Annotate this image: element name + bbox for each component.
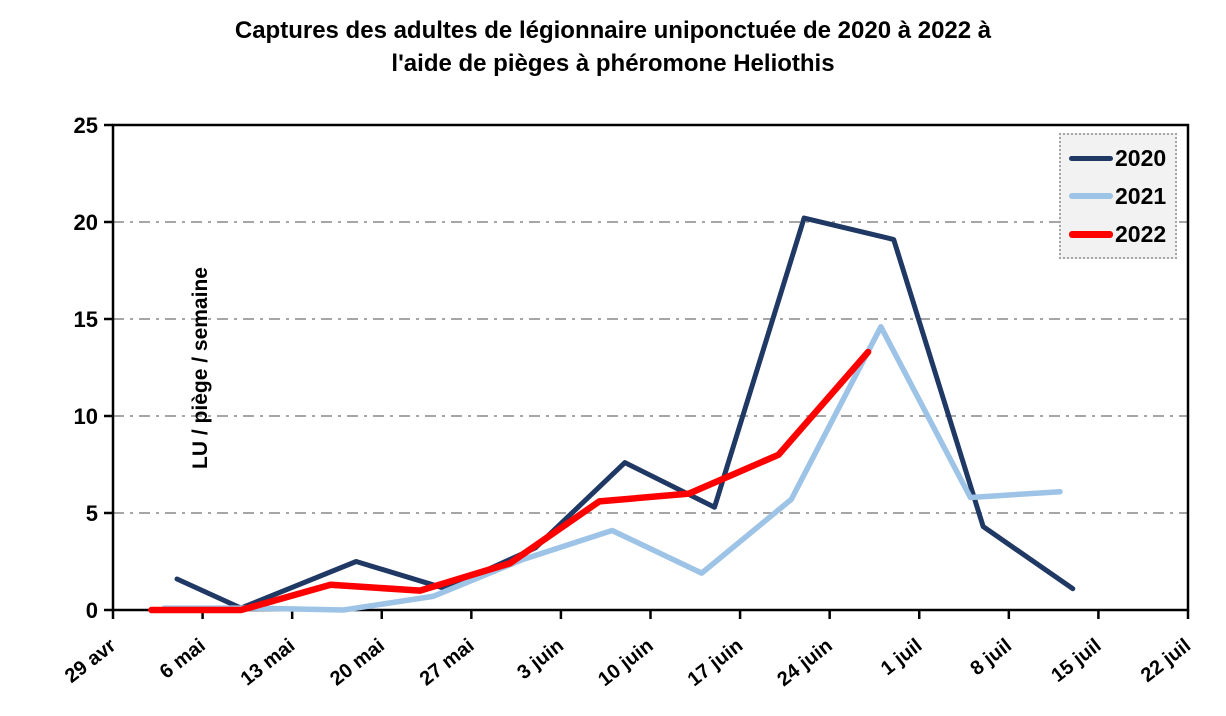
y-tick-label: 5 bbox=[86, 501, 98, 526]
x-tick-label: 13 mai bbox=[237, 635, 300, 691]
legend-swatch-2020 bbox=[1069, 155, 1113, 161]
y-tick-label: 20 bbox=[74, 210, 98, 235]
series-line-2020 bbox=[174, 215, 1076, 611]
chart-title: Captures des adultes de légionnaire unip… bbox=[0, 14, 1226, 80]
y-tick-label: 10 bbox=[74, 404, 98, 429]
legend-item-2022: 2022 bbox=[1069, 221, 1175, 248]
legend-swatch-2021 bbox=[1069, 193, 1113, 199]
plot-border bbox=[111, 123, 1190, 612]
x-axis: 29 avr 6 mai 13 mai 20 mai 27 mai 3 juin 10 ju… bbox=[61, 610, 1195, 691]
series-line-2022 bbox=[148, 348, 872, 614]
y-tick-label: 25 bbox=[74, 113, 98, 138]
legend-label-2021: 2021 bbox=[1115, 182, 1167, 209]
x-tick-label: 8 juil bbox=[966, 635, 1015, 680]
x-tick-label: 22 juil bbox=[1137, 635, 1195, 687]
legend-label-2022: 2022 bbox=[1115, 220, 1167, 247]
x-tick-label: 15 juil bbox=[1047, 635, 1105, 687]
gridlines bbox=[113, 221, 1188, 514]
series-line-2021 bbox=[161, 324, 1063, 613]
chart-title-line1: Captures des adultes de légionnaire unip… bbox=[234, 17, 992, 44]
y-tick-label: 15 bbox=[74, 307, 98, 332]
x-tick-label: 1 juil bbox=[877, 635, 926, 680]
x-tick-label: 17 juin bbox=[684, 635, 747, 691]
legend-item-2021: 2021 bbox=[1069, 183, 1175, 210]
legend-swatch-2022 bbox=[1069, 230, 1113, 238]
legend: 2020 2021 2022 bbox=[1059, 133, 1177, 259]
y-axis: 0 5 10 15 20 25 bbox=[74, 113, 113, 623]
y-axis-title: LU / piège / semaine bbox=[189, 267, 212, 469]
x-tick-label: 20 mai bbox=[326, 635, 389, 691]
x-tick-label: 6 mai bbox=[156, 635, 210, 684]
legend-item-2020: 2020 bbox=[1069, 145, 1175, 172]
chart-title-line2: l'aide de pièges à phéromone Heliothis bbox=[391, 50, 835, 77]
y-tick-label: 0 bbox=[86, 598, 98, 623]
x-tick-label: 27 mai bbox=[416, 635, 479, 691]
legend-label-2020: 2020 bbox=[1115, 144, 1167, 171]
x-tick-label: 3 juin bbox=[513, 635, 568, 684]
x-tick-label: 29 avr bbox=[61, 634, 120, 687]
x-tick-label: 24 juin bbox=[773, 635, 836, 691]
x-tick-label: 10 juin bbox=[594, 635, 657, 691]
